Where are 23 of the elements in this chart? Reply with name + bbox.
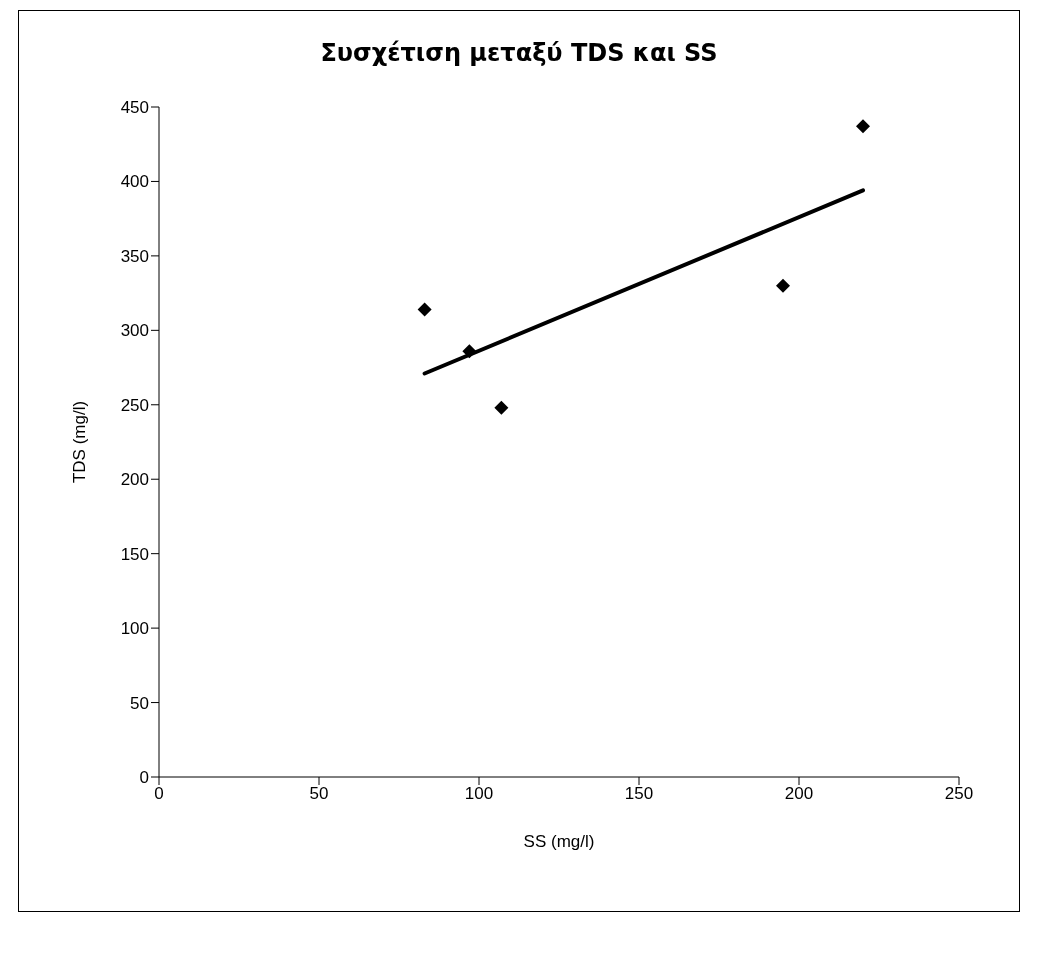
y-tick-label: 400 (120, 172, 149, 192)
x-tick-label: 200 (784, 784, 814, 804)
x-tick-label: 100 (464, 784, 494, 804)
y-tick-label: 100 (120, 619, 149, 639)
y-tick-label: 450 (120, 98, 149, 118)
y-tick-label: 50 (130, 693, 149, 713)
x-tick-label: 250 (944, 784, 974, 804)
point (494, 400, 509, 415)
y-tick-label: 350 (120, 246, 149, 266)
x-tick-label: 50 (309, 784, 329, 804)
y-axis-title: TDS (mg/l) (70, 400, 90, 484)
point (856, 119, 870, 134)
y-tick-label: 250 (120, 395, 149, 415)
point (417, 302, 432, 317)
y-tick-label: 200 (120, 470, 149, 490)
y-tick-label: 150 (120, 544, 149, 564)
point (776, 278, 790, 293)
x-tick-label: 0 (154, 784, 164, 804)
x-axis-title: SS (mg/l) (523, 832, 595, 851)
x-tick-label: 150 (624, 784, 654, 804)
y-tick-label: 0 (139, 768, 149, 788)
chart-title: Συσχέτιση μεταξύ TDS και SS (319, 39, 719, 67)
y-tick-label: 300 (120, 321, 149, 341)
